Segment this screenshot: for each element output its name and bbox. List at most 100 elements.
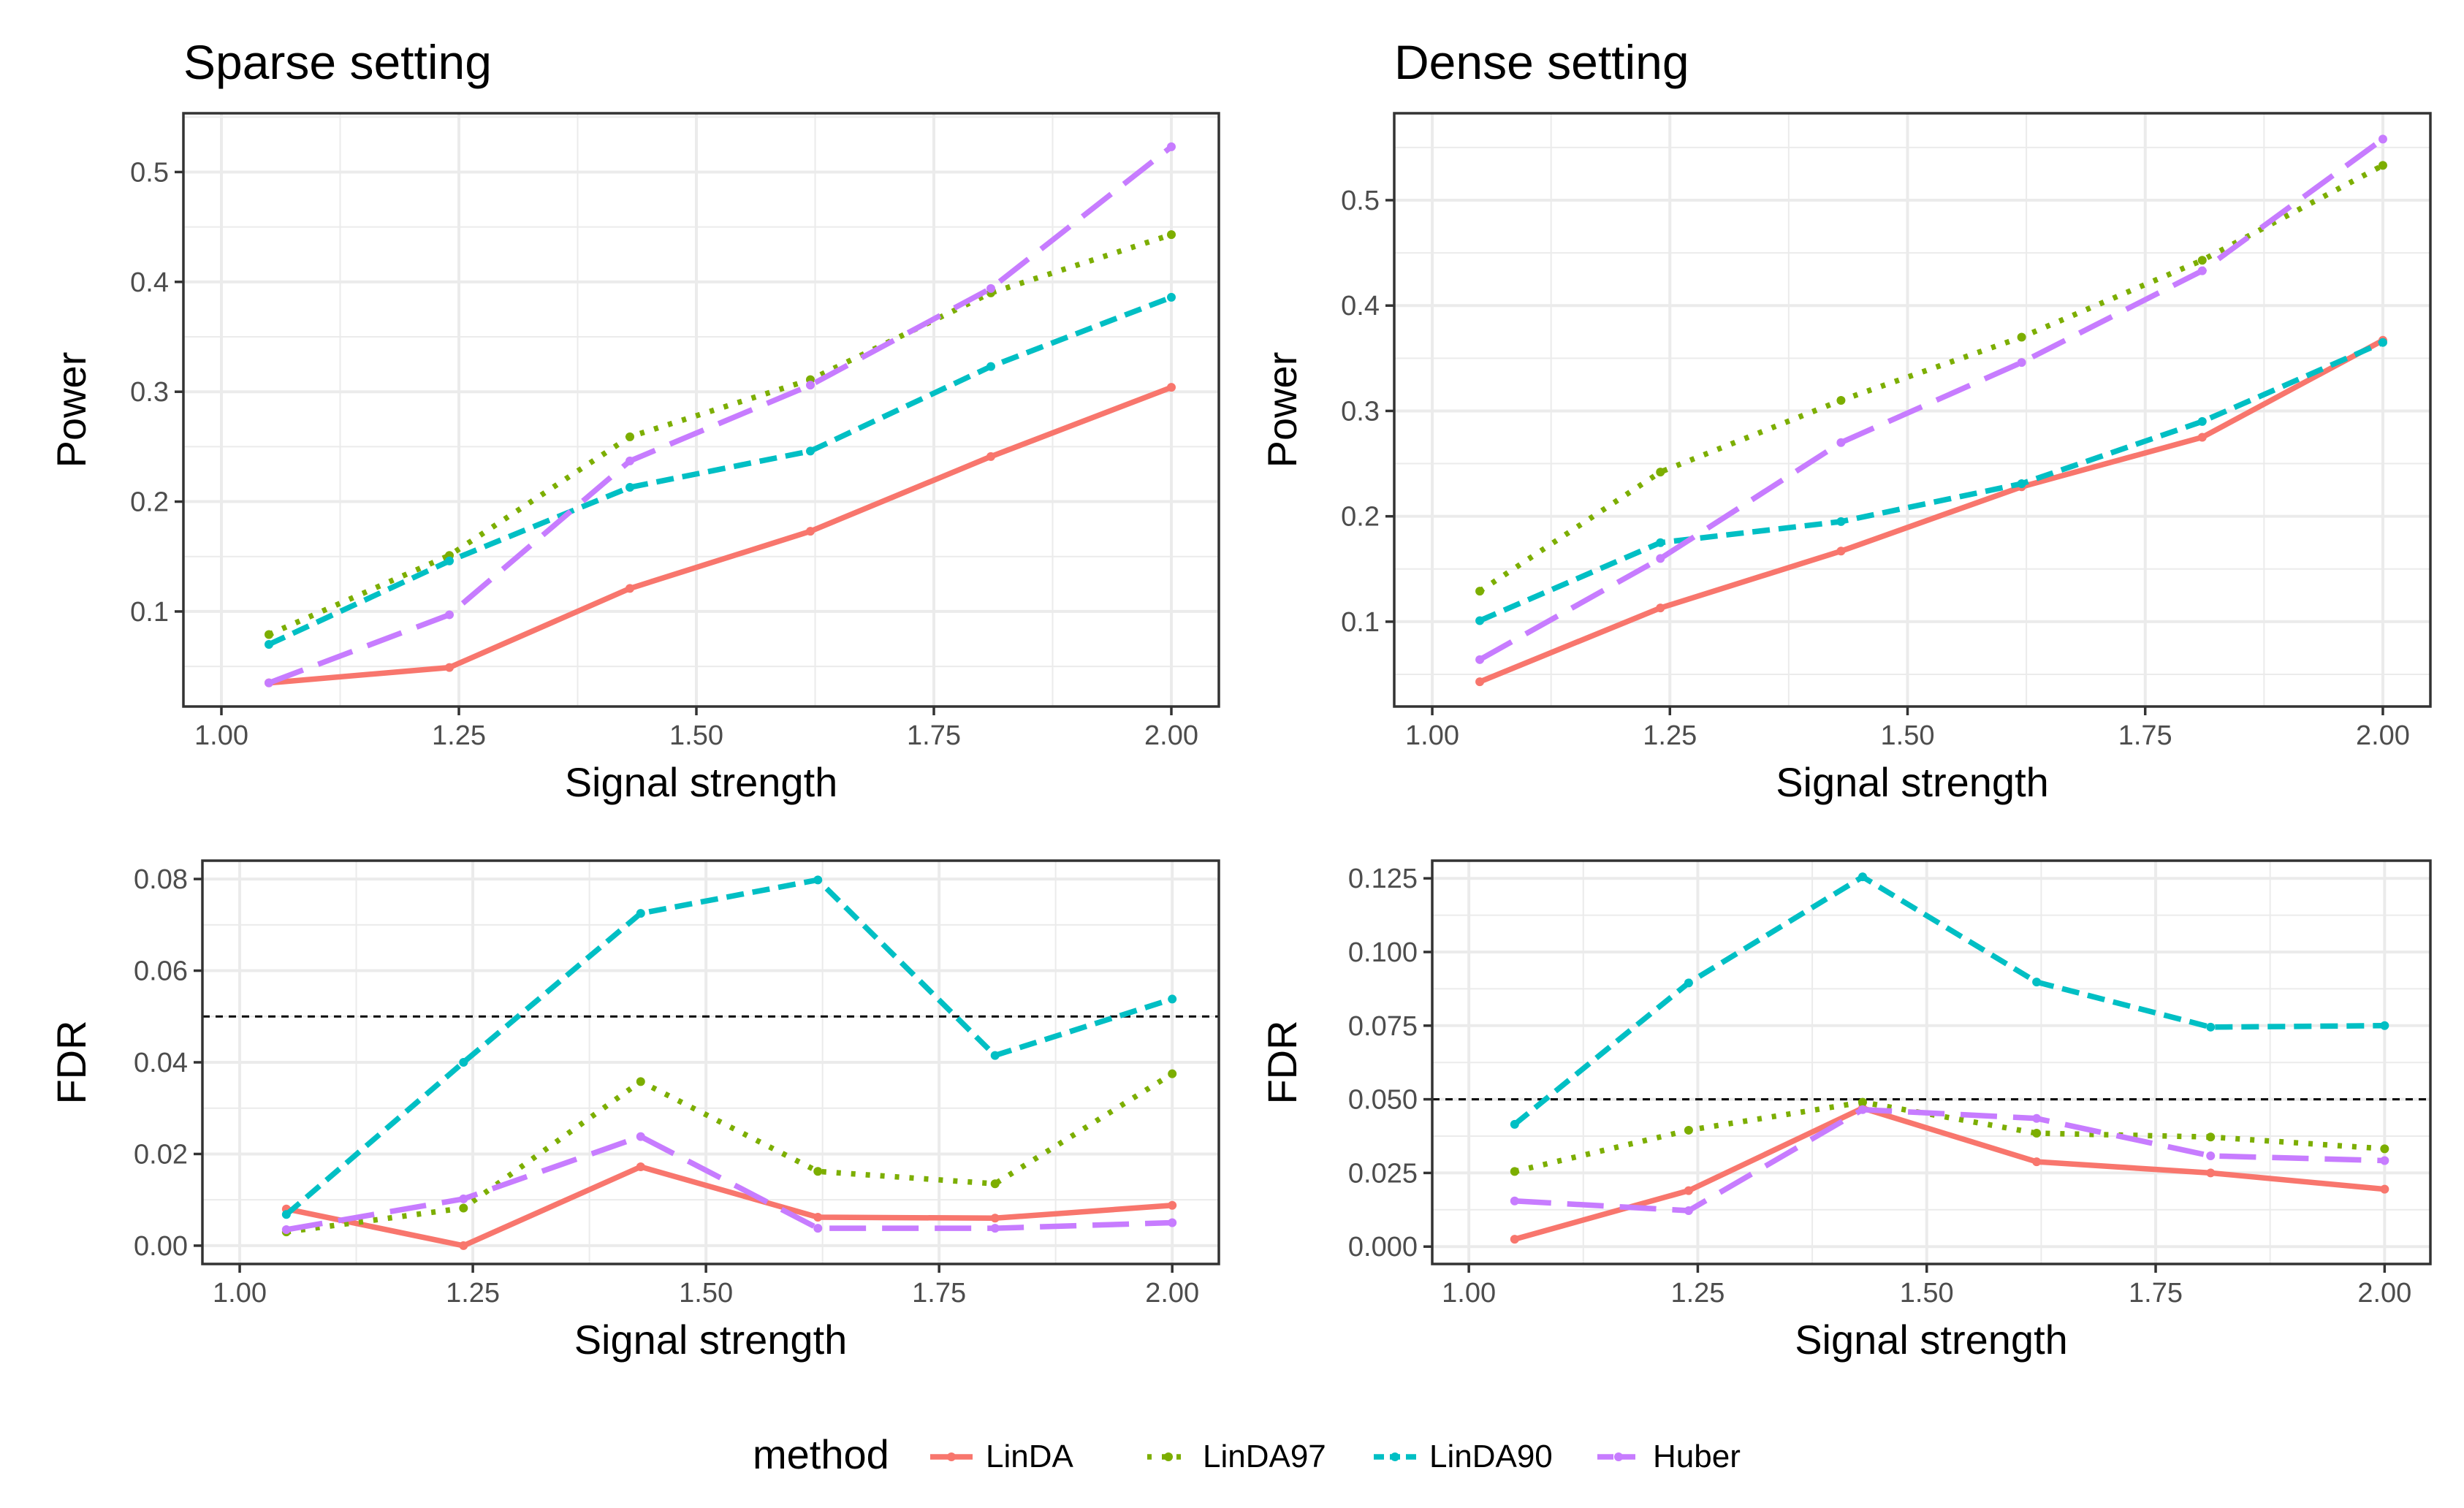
data-point-linda90 — [445, 556, 454, 566]
data-point-linda97 — [636, 1077, 645, 1086]
x-tick-label: 2.00 — [2357, 1278, 2411, 1309]
data-point-huber — [1168, 1218, 1177, 1227]
x-tick-label: 2.00 — [2356, 720, 2410, 751]
data-point-linda97 — [2017, 332, 2026, 342]
data-point-huber — [2380, 1156, 2389, 1165]
data-point-linda97 — [1510, 1167, 1519, 1176]
data-point-linda — [1836, 547, 1846, 556]
y-tick-label: 0.1 — [1341, 607, 1380, 638]
legend-key-point — [1391, 1452, 1399, 1461]
data-point-huber — [986, 283, 995, 293]
legend-label: Huber — [1653, 1439, 1741, 1474]
data-point-huber — [1167, 142, 1176, 151]
data-point-linda97 — [2206, 1132, 2216, 1142]
data-point-huber — [806, 381, 815, 390]
legend-key-point — [947, 1452, 956, 1461]
data-point-huber — [2032, 1113, 2042, 1123]
data-point-linda90 — [986, 362, 995, 371]
x-tick-label: 1.50 — [669, 720, 723, 751]
data-point-huber — [636, 1132, 645, 1141]
data-point-linda97 — [625, 432, 634, 441]
x-tick-label: 1.25 — [1643, 720, 1697, 751]
x-tick-label: 1.00 — [1442, 1278, 1496, 1309]
series-line-linda — [268, 384, 1173, 686]
y-tick-label: 0.5 — [130, 157, 169, 188]
legend-label: LinDA90 — [1429, 1439, 1553, 1474]
data-point-linda97 — [1656, 468, 1665, 477]
data-point-linda97 — [1475, 587, 1485, 596]
data-point-linda — [2032, 1157, 2042, 1167]
y-tick-label: 0.3 — [130, 377, 169, 408]
plot-background — [183, 113, 1219, 707]
y-axis-label: FDR — [1259, 1020, 1305, 1104]
y-axis-label: Power — [48, 352, 94, 468]
series-line-linda — [1478, 338, 2384, 685]
data-point-linda97 — [265, 630, 273, 639]
panel-border — [1431, 859, 2432, 1265]
data-point-linda90 — [625, 483, 634, 492]
data-point-huber — [1510, 1196, 1519, 1206]
data-point-huber — [1656, 554, 1665, 563]
data-point-linda90 — [1858, 872, 1868, 882]
series-line-linda — [286, 1164, 1173, 1249]
x-axis-label: Signal strength — [565, 759, 838, 805]
data-point-linda — [1684, 1186, 1693, 1195]
data-point-linda — [459, 1241, 468, 1250]
data-point-linda97 — [813, 1167, 823, 1176]
legend-label: LinDA97 — [1203, 1439, 1326, 1474]
y-tick-label: 0.5 — [1341, 186, 1380, 216]
data-point-linda — [1168, 1200, 1177, 1210]
series-line-linda — [1513, 1105, 2385, 1242]
data-point-huber — [1475, 655, 1485, 664]
data-point-huber — [281, 1225, 291, 1234]
data-point-huber — [2206, 1151, 2216, 1161]
data-point-huber — [2378, 134, 2387, 144]
x-tick-label: 1.50 — [1900, 1278, 1954, 1309]
data-point-linda97 — [2380, 1144, 2389, 1154]
data-point-huber — [1836, 438, 1846, 447]
x-tick-label: 1.00 — [1405, 720, 1459, 751]
legend-key-point — [1614, 1452, 1623, 1461]
data-point-linda — [1167, 383, 1176, 392]
series-line-linda97 — [1513, 1099, 2385, 1175]
legend-item-huber: Huber — [1597, 1439, 1741, 1474]
y-tick-label: 0.050 — [1348, 1085, 1418, 1116]
series-line-linda90 — [1513, 874, 2385, 1127]
series-line-huber — [1514, 1106, 2385, 1214]
data-point-huber — [265, 678, 273, 688]
data-point-linda90 — [281, 1210, 291, 1219]
data-point-linda90 — [1167, 292, 1176, 302]
x-axis-label: Signal strength — [574, 1317, 848, 1363]
x-tick-label: 1.50 — [1881, 720, 1935, 751]
data-point-linda — [1656, 603, 1665, 613]
data-point-linda90 — [2380, 1021, 2389, 1030]
data-point-linda90 — [1475, 616, 1485, 625]
data-point-huber — [813, 1224, 823, 1233]
data-point-linda — [806, 527, 815, 536]
data-point-huber — [445, 610, 454, 620]
x-tick-label: 2.00 — [1145, 1278, 1199, 1309]
data-point-linda90 — [813, 875, 823, 885]
data-point-linda97 — [2032, 1128, 2042, 1138]
x-tick-label: 2.00 — [1144, 720, 1198, 751]
legend-item-linda97: LinDA97 — [1147, 1439, 1326, 1474]
data-point-linda90 — [1656, 538, 1665, 547]
legend-item-linda: LinDA — [930, 1439, 1073, 1474]
data-point-linda90 — [265, 640, 273, 650]
y-tick-label: 0.00 — [134, 1231, 188, 1262]
data-point-linda90 — [1510, 1119, 1519, 1129]
data-point-linda97 — [1168, 1069, 1177, 1078]
y-tick-label: 0.04 — [134, 1048, 188, 1078]
data-point-huber — [625, 456, 634, 465]
panel-1: 1.00 1.25 1.50 1.75 2.00 0.1 0.2 0.3 0.4 0.5 Signa… — [48, 35, 1220, 805]
series-line-huber — [1478, 137, 2385, 663]
x-tick-label: 1.00 — [194, 720, 248, 751]
x-tick-label: 1.25 — [446, 1278, 500, 1309]
data-point-linda90 — [1836, 517, 1846, 526]
y-tick-label: 0.4 — [130, 267, 169, 298]
data-point-linda90 — [806, 446, 815, 456]
data-point-huber — [1684, 1206, 1693, 1216]
x-tick-label: 1.75 — [907, 720, 961, 751]
series-line-huber — [267, 144, 1174, 686]
x-axis-label: Signal strength — [1795, 1317, 2068, 1363]
